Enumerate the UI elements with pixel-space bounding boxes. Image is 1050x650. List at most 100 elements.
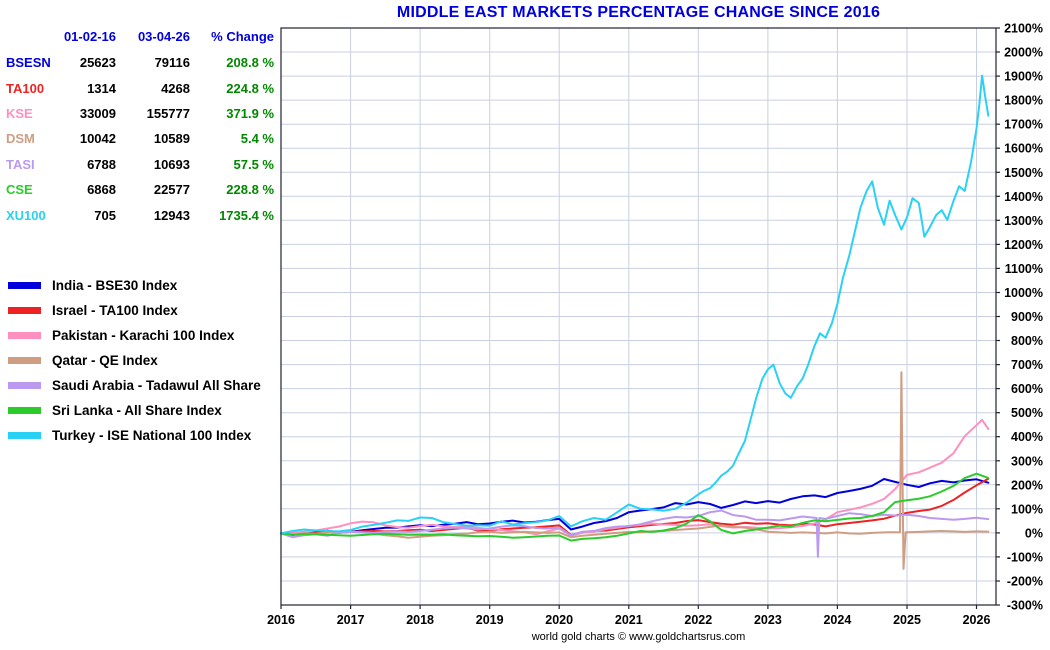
x-axis: 2016 2017 2018 2019 2020 2021 2022 2023 2024 2025…	[267, 605, 990, 627]
ticker-label: BSESN	[6, 55, 51, 71]
stats-table-header: 01-02-16 03-04-26 % Change	[6, 22, 280, 50]
start-value: 705	[94, 207, 116, 223]
stats-table-body: BSESN 25623 79116 208.8 % TA100 1314 4268 224.8…	[6, 50, 280, 228]
legend-swatch	[8, 407, 41, 414]
y-tick-label: 500%	[1011, 406, 1043, 420]
y-tick-label: 2100%	[1004, 22, 1043, 36]
stats-row-kse: KSE 33009 155777 371.9 %	[6, 101, 280, 126]
start-value: 25623	[79, 55, 116, 71]
stats-row-bsesn: BSESN 25623 79116 208.8 %	[6, 50, 280, 75]
x-tick-label: 2018	[406, 613, 434, 627]
legend-swatch	[8, 282, 41, 289]
legend-label: Qatar - QE Index	[52, 353, 158, 368]
y-axis: -300% -200% -100% 0% 100% 200% 300% 400% 500% 600…	[996, 22, 1043, 613]
legend-label: Pakistan - Karachi 100 Index	[52, 328, 235, 343]
legend-label: Sri Lanka - All Share Index	[52, 403, 222, 418]
legend-label: Saudi Arabia - Tadawul All Share	[52, 378, 261, 393]
y-tick-label: 1800%	[1004, 94, 1043, 108]
series-line-dsm	[280, 371, 990, 570]
percent-change-value: 57.5 %	[233, 156, 274, 172]
legend-item: Qatar - QE Index	[8, 353, 261, 368]
ticker-label: KSE	[6, 105, 33, 121]
end-value: 12943	[153, 207, 190, 223]
chart-title: MIDDLE EAST MARKETS PERCENTAGE CHANGE SI…	[396, 4, 881, 21]
y-tick-label: 1000%	[1004, 286, 1043, 300]
percent-change-value: 5.4 %	[240, 131, 274, 147]
stats-row-ta100: TA100 1314 4268 224.8 %	[6, 75, 280, 100]
end-value: 79116	[154, 55, 190, 71]
percent-change-value: 371.9 %	[226, 105, 274, 121]
x-tick-label: 2020	[545, 613, 573, 627]
y-tick-label: 300%	[1011, 454, 1043, 468]
percent-change-value: 224.8 %	[226, 80, 274, 96]
x-tick-label: 2026	[963, 613, 991, 627]
legend-item: Sri Lanka - All Share Index	[8, 403, 261, 418]
ticker-label: TASI	[6, 156, 35, 172]
y-tick-label: 1200%	[1004, 238, 1043, 252]
percent-change-value: 228.8 %	[226, 182, 274, 198]
y-tick-label: 100%	[1011, 502, 1043, 516]
x-tick-label: 2021	[615, 613, 643, 627]
gridlines	[280, 27, 996, 606]
end-value: 22577	[153, 182, 190, 198]
legend-item: Pakistan - Karachi 100 Index	[8, 328, 261, 343]
y-tick-label: 400%	[1011, 430, 1043, 444]
stats-row-dsm: DSM 10042 10589 5.4 %	[6, 126, 280, 151]
x-tick-label: 2017	[337, 613, 365, 627]
legend-swatch	[8, 382, 41, 389]
series-line-tasi	[280, 509, 990, 558]
y-tick-label: 1300%	[1004, 214, 1043, 228]
percent-change-value: 208.8 %	[226, 55, 274, 71]
legend-item: Turkey - ISE National 100 Index	[8, 428, 261, 443]
col-header-percent-change: % Change	[211, 28, 274, 44]
ticker-label: TA100	[6, 80, 45, 96]
start-value: 10042	[79, 131, 116, 147]
start-value: 6788	[87, 156, 116, 172]
start-value: 6868	[87, 182, 116, 198]
end-value: 10589	[153, 131, 190, 147]
y-tick-label: -100%	[1007, 550, 1043, 564]
series-line-xu100	[280, 74, 990, 535]
stats-row-cse: CSE 6868 22577 228.8 %	[6, 177, 280, 202]
ticker-label: XU100	[6, 207, 46, 223]
ticker-label: DSM	[6, 131, 35, 147]
stats-row-xu100: XU100 705 12943 1735.4 %	[6, 202, 280, 227]
y-tick-label: 1700%	[1004, 118, 1043, 132]
y-tick-label: 900%	[1011, 310, 1043, 324]
y-tick-label: 800%	[1011, 334, 1043, 348]
ticker-label: CSE	[6, 182, 33, 198]
legend: India - BSE30 Index Israel - TA100 Index P…	[8, 278, 261, 443]
legend-item: Israel - TA100 Index	[8, 303, 261, 318]
col-header-start-date: 01-02-16	[63, 28, 116, 44]
legend-item: India - BSE30 Index	[8, 278, 261, 293]
y-tick-label: 1900%	[1004, 70, 1043, 84]
y-tick-label: 1500%	[1004, 166, 1043, 180]
y-tick-label: 1600%	[1004, 142, 1043, 156]
y-tick-label: -300%	[1007, 599, 1043, 613]
col-header-end-date: 03-04-26	[137, 28, 190, 44]
legend-swatch	[8, 432, 41, 439]
start-value: 33009	[79, 105, 116, 121]
stats-row-tasi: TASI 6788 10693 57.5 %	[6, 152, 280, 177]
y-tick-label: 200%	[1011, 478, 1043, 492]
y-tick-label: 1400%	[1004, 190, 1043, 204]
legend-label: India - BSE30 Index	[52, 278, 178, 293]
x-tick-label: 2025	[893, 613, 921, 627]
x-tick-label: 2023	[754, 613, 782, 627]
y-tick-label: 600%	[1011, 382, 1043, 396]
footer-credit: world gold charts © www.goldchartsrus.co…	[531, 631, 746, 643]
end-value: 4268	[161, 80, 190, 96]
legend-label: Turkey - ISE National 100 Index	[52, 428, 252, 443]
x-tick-label: 2024	[823, 613, 851, 627]
legend-swatch	[8, 357, 41, 364]
y-tick-label: 700%	[1011, 358, 1043, 372]
x-tick-label: 2022	[684, 613, 712, 627]
series-line-cse	[280, 472, 990, 542]
percent-change-value: 1735.4 %	[219, 207, 274, 223]
legend-item: Saudi Arabia - Tadawul All Share	[8, 378, 261, 393]
legend-label: Israel - TA100 Index	[52, 303, 178, 318]
y-tick-label: -200%	[1007, 575, 1043, 589]
legend-swatch	[8, 332, 41, 339]
